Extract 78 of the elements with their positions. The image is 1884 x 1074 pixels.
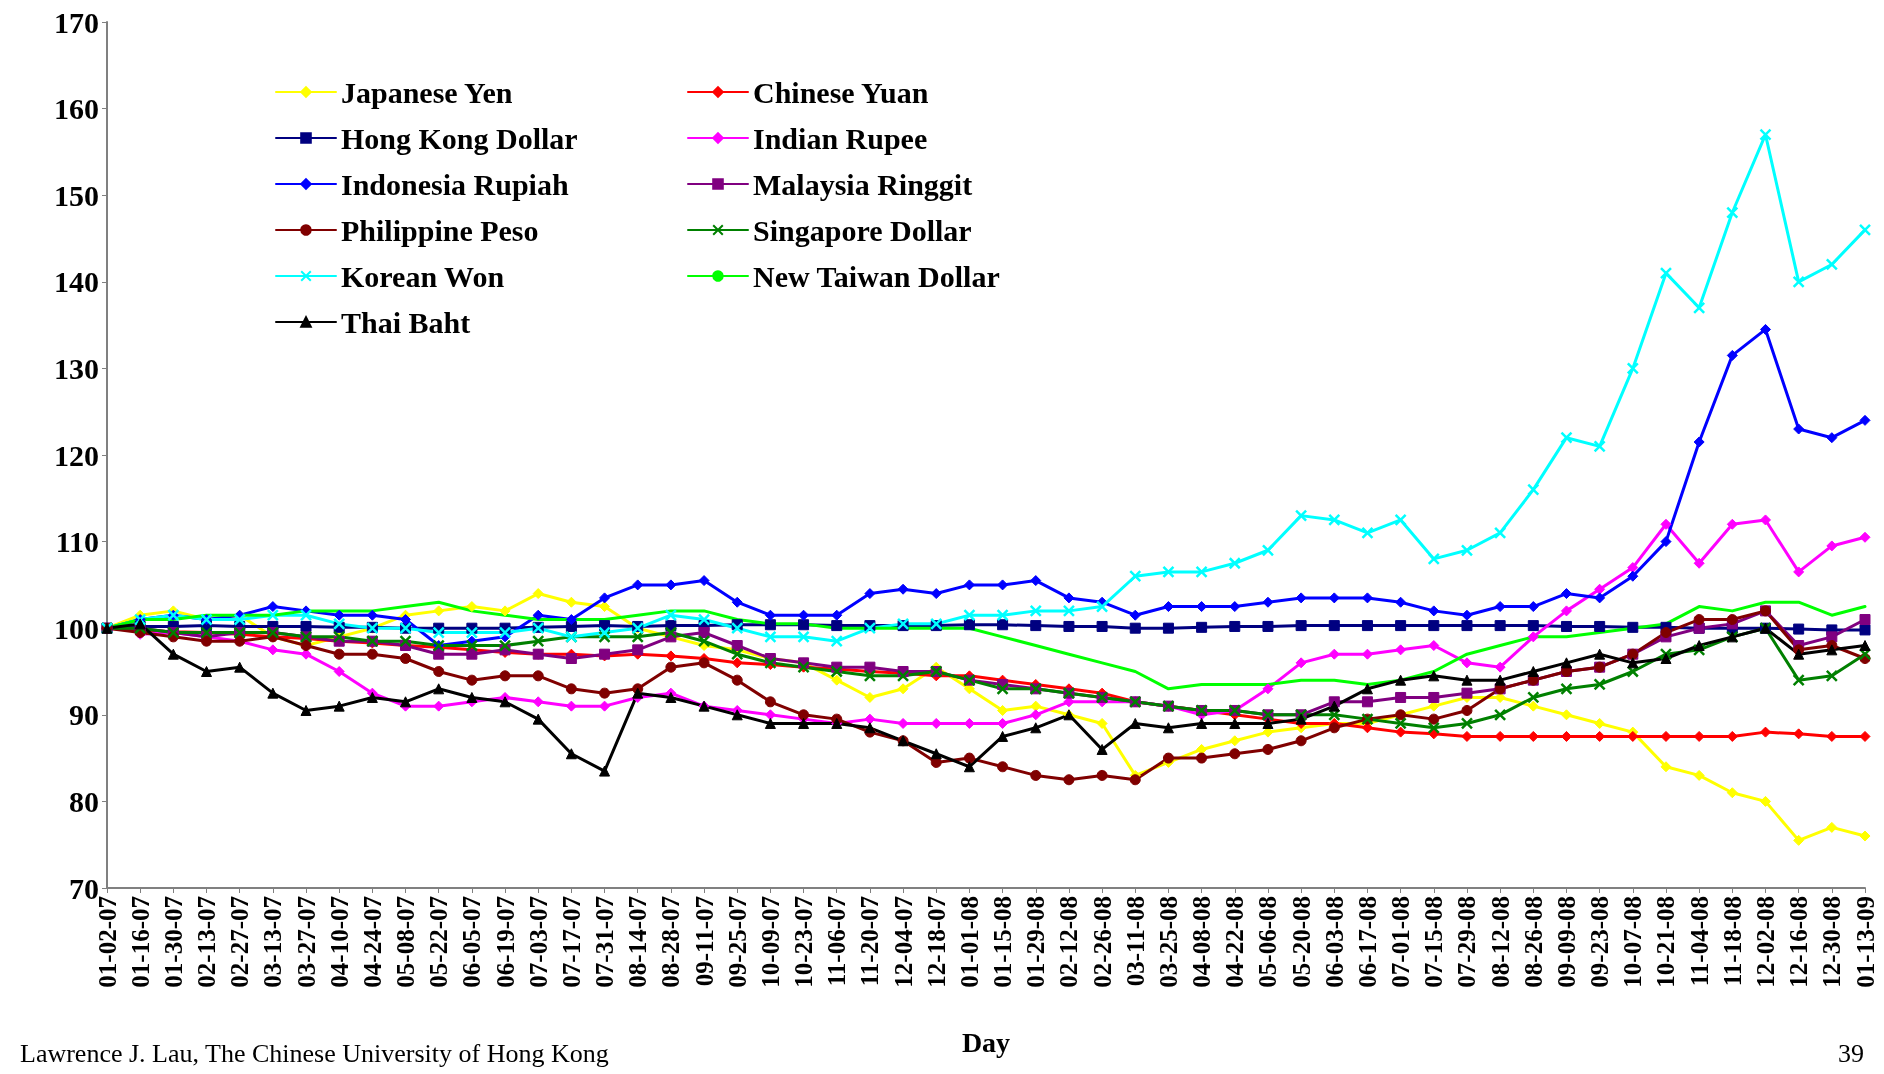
x-tick-label: 08-12-08 (1486, 896, 1514, 988)
x-tick-label: 09-25-07 (723, 896, 751, 988)
y-tick-label: 140 (54, 265, 99, 299)
text: Lawrence J. Lau, The Chinese University of Hong Kong (20, 1038, 609, 1068)
x-tick-label: 07-31-07 (591, 896, 619, 988)
x-tick-label: 02-26-08 (1088, 896, 1116, 988)
x-tick-label: 07-15-08 (1420, 896, 1448, 988)
x-tick-label: 10-23-07 (790, 896, 818, 988)
x-tick-label: 04-10-07 (325, 896, 353, 988)
x-tick-label: 12-16-08 (1785, 896, 1813, 988)
legend-label: Malaysia Ringgit (753, 167, 973, 201)
x-tick-label: 01-16-07 (126, 896, 154, 988)
y-tick-label: 100 (54, 611, 99, 645)
y-tick-label: 80 (69, 784, 99, 818)
x-tick-label: 02-12-08 (1055, 896, 1083, 988)
x-tick-label: 09-23-08 (1586, 896, 1614, 988)
x-tick-label: 05-20-08 (1287, 896, 1315, 988)
y-tick-label: 110 (55, 525, 99, 559)
x-tick-label: 11-04-08 (1685, 896, 1713, 987)
legend-label: Thai Baht (341, 305, 471, 339)
y-tick-label: 170 (54, 5, 99, 39)
x-tick-label: 06-03-08 (1320, 896, 1348, 988)
y-tick-label: 90 (69, 698, 99, 732)
x-tick-label: 02-27-07 (226, 896, 254, 988)
y-tick-label: 150 (54, 178, 99, 212)
x-tick-label: 02-13-07 (193, 896, 221, 988)
legend-label: New Taiwan Dollar (753, 259, 1000, 293)
y-tick-label: 160 (54, 92, 99, 126)
x-tick-label: 01-30-07 (159, 896, 187, 988)
legend-label: Chinese Yuan (753, 75, 929, 109)
x-tick-label: 12-18-07 (922, 896, 950, 988)
legend-label: Hong Kong Dollar (341, 121, 578, 155)
x-tick-label: 08-26-08 (1519, 896, 1547, 988)
x-tick-label: 12-02-08 (1751, 896, 1779, 988)
legend-label: Indonesia Rupiah (341, 167, 569, 201)
y-tick-label: 130 (54, 351, 99, 385)
x-tick-label: 01-29-08 (1022, 896, 1050, 988)
y-tick-label: 70 (69, 871, 99, 905)
x-tick-label: 11-18-08 (1718, 896, 1746, 987)
x-tick-label: 04-24-07 (358, 896, 386, 988)
x-tick-label: 04-22-08 (1221, 896, 1249, 988)
text: 39 (1838, 1038, 1864, 1068)
x-tick-label: 07-01-08 (1387, 896, 1415, 988)
x-tick-label: 06-05-07 (458, 896, 486, 988)
x-tick-label: 12-30-08 (1818, 896, 1846, 988)
legend-label: Singapore Dollar (753, 213, 972, 247)
x-tick-label: 09-11-07 (690, 896, 718, 987)
x-tick-label: 11-20-07 (856, 896, 884, 987)
x-tick-label: 01-15-08 (989, 896, 1017, 988)
x-tick-label: 07-29-08 (1453, 896, 1481, 988)
y-tick-label: 120 (54, 438, 99, 472)
x-tick-label: 01-01-08 (955, 896, 983, 988)
x-tick-label: 09-09-08 (1552, 896, 1580, 988)
x-tick-label: 04-08-08 (1188, 896, 1216, 988)
x-tick-label: 06-17-08 (1353, 896, 1381, 988)
x-tick-label: 08-28-07 (657, 896, 685, 988)
legend-label: Japanese Yen (341, 75, 513, 109)
legend-label: Korean Won (341, 259, 505, 293)
x-axis-title: Day (961, 1026, 1011, 1058)
x-tick-label: 05-22-07 (425, 896, 453, 988)
x-tick-label: 06-19-07 (491, 896, 519, 988)
x-tick-label: 08-14-07 (624, 896, 652, 988)
x-tick-label: 03-27-07 (292, 896, 320, 988)
legend-label: Indian Rupee (753, 121, 928, 155)
legend-label: Philippine Peso (341, 213, 539, 247)
x-tick-label: 10-09-07 (756, 896, 784, 988)
x-tick-label: 10-07-08 (1619, 896, 1647, 988)
x-tick-label: 07-03-07 (524, 896, 552, 988)
x-tick-label: 05-08-07 (392, 896, 420, 988)
x-tick-label: 10-21-08 (1652, 896, 1680, 988)
x-tick-label: 07-17-07 (557, 896, 585, 988)
x-tick-label: 03-25-08 (1154, 896, 1182, 988)
x-tick-label: 03-13-07 (259, 896, 287, 988)
x-tick-label: 05-06-08 (1254, 896, 1282, 988)
x-tick-label: 03-11-08 (1121, 896, 1149, 987)
x-tick-label: 01-13-09 (1851, 896, 1879, 988)
x-tick-label: 12-04-07 (889, 896, 917, 988)
x-tick-label: 11-06-07 (823, 896, 851, 987)
